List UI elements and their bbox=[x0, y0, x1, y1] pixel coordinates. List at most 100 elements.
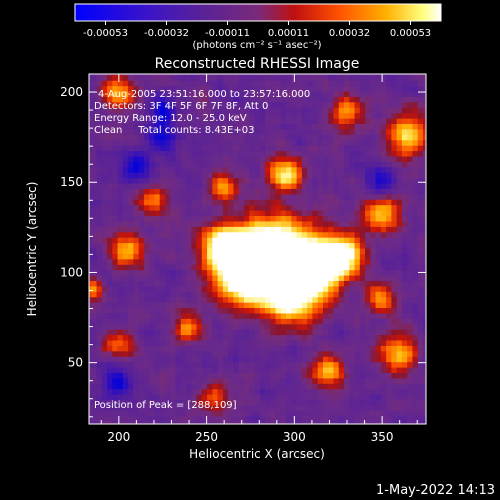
heatmap-cell bbox=[365, 79, 372, 87]
heatmap-cell bbox=[417, 274, 424, 281]
heatmap-cell bbox=[159, 204, 166, 211]
heatmap-cell bbox=[322, 350, 329, 357]
heatmap-cell bbox=[338, 139, 345, 146]
heatmap-cell bbox=[296, 269, 303, 276]
heatmap-cell bbox=[243, 366, 251, 373]
heatmap-cell bbox=[280, 307, 287, 314]
heatmap-cell bbox=[407, 215, 414, 222]
heatmap-cell bbox=[370, 74, 377, 81]
heatmap-cell bbox=[333, 177, 340, 184]
heatmap-cell bbox=[333, 188, 340, 195]
heatmap-cell bbox=[233, 285, 240, 292]
heatmap-cell bbox=[228, 247, 235, 254]
heatmap-cell bbox=[91, 328, 98, 336]
heatmap-cell bbox=[196, 366, 203, 373]
heatmap-cell bbox=[333, 204, 340, 211]
heatmap-cell bbox=[112, 290, 119, 298]
heatmap-cell bbox=[159, 171, 166, 179]
heatmap-cell bbox=[107, 350, 114, 357]
heatmap-cell bbox=[301, 209, 308, 217]
heatmap-cell bbox=[328, 355, 335, 363]
heatmap-cell bbox=[291, 269, 298, 276]
heatmap-cell bbox=[380, 290, 387, 298]
heatmap-cell bbox=[291, 350, 298, 357]
heatmap-cell bbox=[217, 312, 224, 319]
heatmap-cell bbox=[264, 345, 272, 352]
heatmap-cell bbox=[380, 231, 387, 238]
heatmap-cell bbox=[175, 74, 182, 76]
heatmap-cell bbox=[354, 226, 361, 233]
heatmap-cell bbox=[228, 269, 235, 276]
heatmap-cell bbox=[301, 388, 308, 395]
heatmap-cell bbox=[101, 242, 108, 249]
heatmap-cell bbox=[280, 296, 287, 303]
heatmap-cell bbox=[101, 161, 108, 168]
heatmap-cell bbox=[191, 74, 198, 81]
heatmap-cell bbox=[89, 117, 93, 125]
heatmap-cell bbox=[201, 144, 208, 152]
heatmap-cell bbox=[180, 79, 187, 87]
heatmap-cell bbox=[101, 150, 108, 157]
heatmap-cell bbox=[286, 290, 293, 298]
heatmap-cell bbox=[217, 188, 224, 195]
heatmap-cell bbox=[107, 204, 114, 211]
heatmap-cell bbox=[386, 285, 393, 292]
heatmap-cell bbox=[228, 242, 235, 249]
heatmap-cell bbox=[370, 345, 377, 352]
heatmap-cell bbox=[417, 366, 424, 373]
heatmap-cell bbox=[422, 296, 426, 303]
heatmap-cell bbox=[370, 263, 377, 271]
heatmap-cell bbox=[191, 355, 198, 363]
heatmap-cell bbox=[333, 90, 340, 97]
heatmap-cell bbox=[143, 90, 150, 97]
heatmap-cell bbox=[207, 188, 214, 195]
heatmap-cell bbox=[112, 388, 119, 395]
heatmap-cell bbox=[280, 318, 287, 325]
heatmap-cell bbox=[170, 198, 177, 206]
heatmap-cell bbox=[143, 177, 150, 184]
heatmap-cell bbox=[233, 345, 240, 352]
heatmap-cell bbox=[191, 280, 198, 287]
heatmap-cell bbox=[191, 345, 198, 352]
heatmap-cell bbox=[417, 253, 424, 260]
heatmap-cell bbox=[207, 144, 214, 152]
heatmap-cell bbox=[196, 117, 203, 125]
heatmap-cell bbox=[328, 161, 335, 168]
heatmap-cell bbox=[133, 117, 140, 125]
heatmap-cell bbox=[307, 355, 314, 363]
heatmap-cell bbox=[365, 112, 372, 119]
heatmap-cell bbox=[391, 393, 398, 401]
heatmap-cell bbox=[249, 334, 256, 341]
heatmap-cell bbox=[154, 301, 161, 309]
heatmap-cell bbox=[391, 366, 398, 373]
heatmap-cell bbox=[207, 393, 214, 401]
heatmap-cell bbox=[264, 350, 272, 357]
heatmap-cell bbox=[170, 269, 177, 276]
heatmap-cell bbox=[238, 79, 245, 87]
heatmap-cell bbox=[101, 263, 108, 271]
heatmap-cell bbox=[349, 90, 356, 97]
heatmap-cell bbox=[212, 420, 219, 424]
heatmap-cell bbox=[422, 312, 426, 319]
heatmap-cell bbox=[312, 393, 319, 401]
heatmap-cell bbox=[386, 242, 393, 249]
heatmap-cell bbox=[338, 182, 345, 189]
heatmap-cell bbox=[380, 242, 387, 249]
heatmap-cell bbox=[133, 404, 140, 411]
heatmap-cell bbox=[317, 345, 324, 352]
heatmap-cell bbox=[89, 139, 93, 146]
heatmap-cell bbox=[254, 155, 261, 162]
heatmap-cell bbox=[243, 269, 251, 276]
heatmap-cell bbox=[407, 399, 414, 406]
heatmap-cell bbox=[333, 301, 340, 309]
heatmap-cell bbox=[133, 290, 140, 298]
heatmap-cell bbox=[201, 139, 208, 146]
heatmap-cell bbox=[201, 415, 208, 422]
heatmap-cell bbox=[280, 247, 287, 254]
heatmap-cell bbox=[365, 410, 372, 417]
heatmap-cell bbox=[96, 388, 103, 395]
heatmap-cell bbox=[343, 301, 351, 309]
heatmap-cell bbox=[164, 290, 172, 298]
heatmap-cell bbox=[396, 355, 403, 363]
heatmap-cell bbox=[375, 328, 382, 336]
